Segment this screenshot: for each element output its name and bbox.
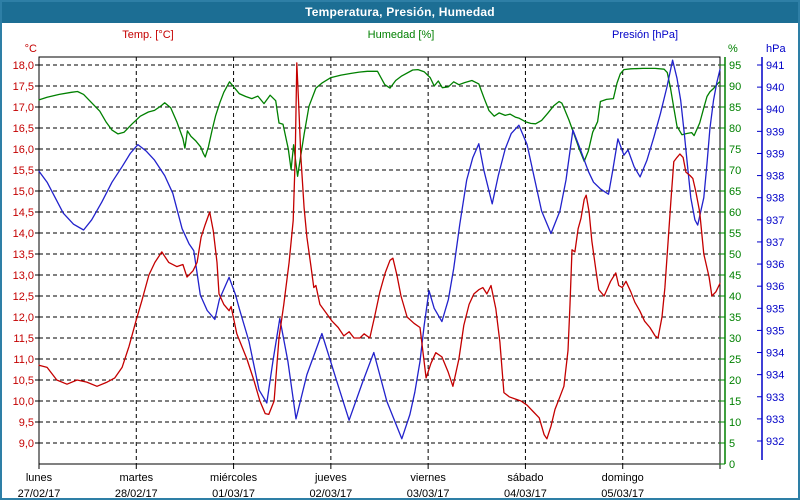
pressure-axis-tick-label: 937 — [766, 215, 784, 227]
legend-pressure: Presión [hPa] — [611, 29, 679, 41]
x-axis-day-label: miércoles — [210, 472, 258, 484]
humidity-series-line — [38, 67, 721, 177]
humidity-axis-tick-label: 0 — [729, 459, 735, 471]
temp-axis-tick-label: 17,5 — [13, 81, 34, 93]
pressure-axis-unit-label: hPa — [766, 43, 786, 55]
pressure-axis-tick-label: 935 — [766, 325, 784, 337]
legend-temperature: Temp. [°C] — [122, 29, 174, 41]
x-axis-day-label: lunes — [26, 472, 53, 484]
x-axis-date-label: 28/02/17 — [115, 488, 158, 498]
humidity-axis-tick-label: 50 — [729, 249, 741, 261]
temp-axis-tick-label: 11,5 — [13, 333, 34, 345]
pressure-axis-tick-label: 935 — [766, 303, 784, 315]
humidity-axis-tick-label: 10 — [729, 417, 741, 429]
humidity-axis-tick-label: 30 — [729, 333, 741, 345]
x-axis-day-label: viernes — [410, 472, 446, 484]
humidity-axis-tick-label: 75 — [729, 144, 741, 156]
pressure-axis-tick-label: 936 — [766, 281, 784, 293]
humidity-axis-tick-label: 60 — [729, 207, 741, 219]
humidity-axis-tick-label: 80 — [729, 123, 741, 135]
temp-axis-tick-label: 12,0 — [13, 312, 34, 324]
temp-axis-tick-label: 9,5 — [19, 417, 34, 429]
humidity-axis-tick-label: 20 — [729, 375, 741, 387]
temp-axis-tick-label: 10,0 — [13, 396, 34, 408]
pressure-series-line — [38, 59, 721, 440]
humidity-axis-tick-label: 65 — [729, 186, 741, 198]
pressure-axis-tick-label: 940 — [766, 104, 784, 116]
humidity-axis-tick-label: 15 — [729, 396, 741, 408]
temp-axis-tick-label: 10,5 — [13, 375, 34, 387]
humidity-axis-unit-label: % — [728, 43, 738, 55]
x-axis-date-label: 03/03/17 — [407, 488, 450, 498]
temp-axis-tick-label: 12,5 — [13, 291, 34, 303]
humidity-axis-tick-label: 35 — [729, 312, 741, 324]
temp-axis-tick-label: 9,0 — [19, 438, 34, 450]
humidity-axis-tick-label: 95 — [729, 60, 741, 72]
humidity-axis-tick-label: 55 — [729, 228, 741, 240]
temp-axis-tick-label: 16,5 — [13, 123, 34, 135]
pressure-axis-tick-label: 940 — [766, 82, 784, 94]
pressure-axis-tick-label: 939 — [766, 126, 784, 138]
temp-axis-tick-label: 14,5 — [13, 207, 34, 219]
temp-axis-tick-label: 14,0 — [13, 228, 34, 240]
pressure-axis-tick-label: 933 — [766, 392, 784, 404]
title-bar: Temperatura, Presión, Humedad — [2, 2, 798, 23]
temp-axis-tick-label: 15,5 — [13, 165, 34, 177]
humidity-axis-tick-label: 45 — [729, 270, 741, 282]
x-axis-date-label: 01/03/17 — [212, 488, 255, 498]
temp-axis-tick-label: 13,5 — [13, 249, 34, 261]
pressure-axis-tick-label: 939 — [766, 148, 784, 160]
x-axis-day-label: jueves — [314, 472, 347, 484]
temp-axis-tick-label: 17,0 — [13, 102, 34, 114]
x-axis-day-label: domingo — [602, 472, 644, 484]
temp-axis-tick-label: 15,0 — [13, 186, 34, 198]
humidity-axis-tick-label: 90 — [729, 81, 741, 93]
pressure-axis-tick-label: 937 — [766, 237, 784, 249]
humidity-axis-tick-label: 40 — [729, 291, 741, 303]
pressure-axis-tick-label: 936 — [766, 259, 784, 271]
humidity-axis-tick-label: 85 — [729, 102, 741, 114]
pressure-axis-tick-label: 938 — [766, 171, 784, 183]
temp-axis-tick-label: 16,0 — [13, 144, 34, 156]
temp-axis-tick-label: 11,0 — [13, 354, 34, 366]
temp-axis-unit-label: °C — [24, 43, 37, 55]
temperature-series-line — [38, 62, 721, 440]
pressure-axis-tick-label: 934 — [766, 348, 784, 360]
x-axis-date-label: 05/03/17 — [601, 488, 644, 498]
pressure-axis-tick-label: 938 — [766, 193, 784, 205]
pressure-axis-tick-label: 933 — [766, 414, 784, 426]
x-axis-date-label: 04/03/17 — [504, 488, 547, 498]
pressure-axis-tick-label: 934 — [766, 370, 784, 382]
pressure-axis-tick-label: 932 — [766, 436, 784, 448]
pressure-axis-tick-label: 941 — [766, 60, 784, 72]
humidity-axis-tick-label: 5 — [729, 438, 735, 450]
humidity-axis-tick-label: 25 — [729, 354, 741, 366]
humidity-axis-tick-label: 70 — [729, 165, 741, 177]
x-axis-date-label: 27/02/17 — [18, 488, 61, 498]
temp-axis-tick-label: 13,0 — [13, 270, 34, 282]
x-axis-day-label: martes — [119, 472, 153, 484]
temp-axis-tick-label: 18,0 — [13, 60, 34, 72]
x-axis-date-label: 02/03/17 — [309, 488, 352, 498]
legend-humidity: Humedad [%] — [367, 29, 435, 41]
plot-frame — [38, 56, 721, 465]
x-axis-day-label: sábado — [507, 472, 543, 484]
